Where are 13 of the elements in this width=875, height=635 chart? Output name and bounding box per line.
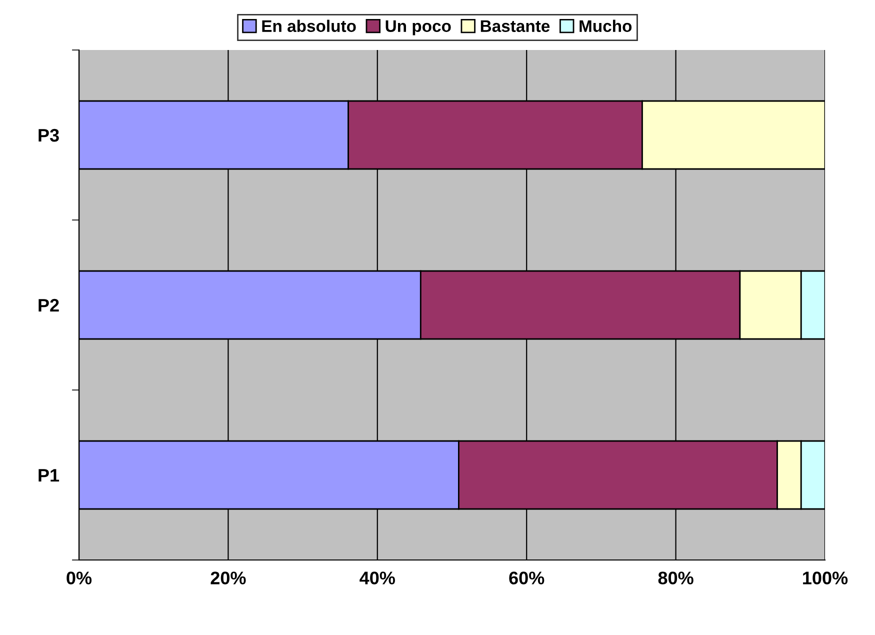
y-tick-label: P1 (38, 469, 60, 482)
legend-label: Mucho (580, 20, 632, 32)
y-tick-label: P3 (38, 128, 59, 142)
legend-label: Bastante (480, 20, 550, 32)
x-tick-label: 40% (360, 572, 395, 584)
legend-label: Un poco (386, 20, 451, 36)
x-tick-label: 60% (509, 572, 544, 584)
legend-label: En absoluto (262, 20, 356, 32)
x-tick-label: 100% (803, 572, 848, 584)
x-tick-label: 20% (210, 572, 246, 584)
x-tick-label: 80% (658, 572, 694, 584)
x-tick-label: 0% (66, 572, 92, 584)
y-tick-label: P2 (38, 298, 59, 312)
